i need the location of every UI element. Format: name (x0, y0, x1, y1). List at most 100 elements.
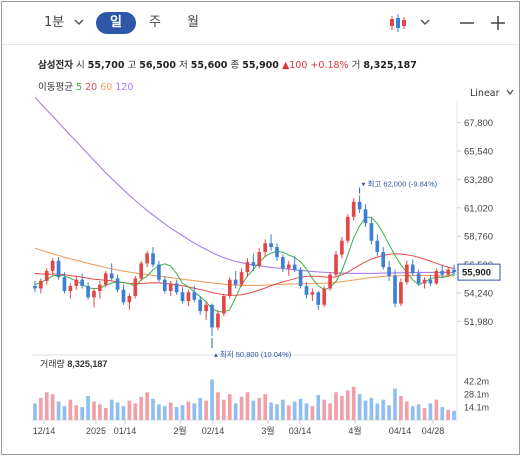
change-percent: +0.18% (310, 60, 349, 71)
tab-week[interactable]: 주 (149, 15, 161, 30)
moving-average-label: 이동평균 (38, 82, 73, 93)
candle-body (62, 277, 67, 291)
plus-icon[interactable] (485, 10, 511, 36)
x-tick-label: 01/14 (114, 426, 137, 436)
candle-body (416, 273, 421, 284)
volume-bar (269, 402, 273, 420)
candle-body (422, 279, 427, 284)
volume-bar (198, 397, 203, 420)
moving-average-legend[interactable]: 이동평균 5 20 60 120 (38, 79, 133, 93)
candle-body (133, 278, 138, 296)
volume-bar (251, 400, 256, 420)
volume-value: 8,325,187 (363, 60, 417, 71)
volume-bar (316, 395, 321, 420)
x-tick-label: 04/14 (389, 426, 412, 436)
x-tick-label: 2월 (173, 425, 186, 436)
ma120-line (34, 97, 454, 274)
high-label: 고 (127, 60, 137, 71)
volume-bar (74, 405, 79, 420)
volume-bar (192, 403, 197, 420)
candle-body (369, 223, 374, 241)
volume-bar (404, 401, 409, 420)
y-tick-label: 58,760 (464, 232, 493, 243)
volume-bar (381, 399, 386, 420)
volume-bar (98, 404, 102, 420)
candle-body (210, 304, 214, 328)
minus-icon[interactable] (454, 10, 480, 36)
candle-body (227, 279, 232, 296)
candle-body (281, 257, 285, 269)
volume-bar (328, 403, 332, 420)
volume-bar (375, 403, 380, 420)
candle-body (103, 273, 108, 285)
volume-bar (434, 399, 439, 420)
candle-body (381, 252, 386, 268)
chevron-down-icon[interactable] (418, 15, 432, 29)
volume-bar (340, 396, 344, 420)
volume-bar (452, 410, 456, 420)
volume-bar (139, 396, 144, 420)
volume-bar (387, 405, 391, 420)
volume-bar (227, 394, 232, 420)
tab-month[interactable]: 월 (187, 15, 199, 30)
candle-body (446, 269, 450, 275)
high-annotation: ▾ 최고 62,000 (-9.84%) (362, 178, 438, 188)
candle-body (310, 292, 315, 295)
candle-body (298, 269, 303, 286)
candlestick-chart-icon[interactable] (386, 10, 412, 36)
scale-selector[interactable]: Linear (470, 86, 514, 99)
candle-body (275, 247, 279, 258)
volume-bar (133, 403, 138, 420)
ma5-legend: 5 (76, 82, 83, 93)
y-tick-label: 65,540 (464, 147, 493, 158)
ma20-line (34, 253, 455, 296)
candle-body (357, 201, 362, 210)
ma60-legend: 60 (100, 82, 113, 93)
chevron-down-icon (506, 89, 514, 96)
volume-bar (157, 404, 161, 420)
candle-body (180, 292, 185, 302)
ma120-legend: 120 (115, 82, 134, 93)
volume-bar (281, 399, 285, 420)
ma60-line (34, 247, 455, 286)
volume-bar (393, 388, 397, 420)
volume-bar (151, 398, 155, 420)
scale-label: Linear (470, 88, 500, 99)
current-price-box (457, 263, 501, 281)
candle-body (316, 292, 321, 305)
open-value: 55,700 (87, 60, 125, 71)
candle-body (286, 264, 291, 269)
candle-body (86, 285, 90, 298)
candle-body (80, 279, 85, 286)
volume-bar (304, 403, 309, 420)
x-tick-label: 4월 (348, 425, 361, 436)
candle-body (304, 285, 309, 295)
close-label: 종 (230, 60, 240, 71)
candle-body (216, 313, 220, 328)
candle-body (363, 209, 368, 224)
candle-body (340, 240, 344, 255)
volume-label: 거 (351, 60, 361, 71)
candle-body (222, 296, 226, 314)
chevron-down-icon[interactable] (72, 15, 86, 29)
candle-body (292, 264, 297, 270)
y-tick-label: 67,800 (464, 118, 493, 129)
candle-body (434, 270, 439, 284)
stock-name: 삼성전자 (38, 60, 73, 71)
candle-body (98, 284, 102, 291)
volume-bar (62, 406, 67, 420)
candle-body (322, 288, 327, 305)
candle-body (192, 292, 197, 300)
candle-body (410, 264, 415, 274)
tab-day[interactable]: 일 (96, 12, 136, 34)
volume-bar (180, 405, 185, 420)
open-label: 시 (76, 60, 85, 71)
volume-bar (33, 403, 37, 420)
volume-bar (68, 399, 73, 420)
volume-bar (263, 394, 267, 420)
candle-body (328, 274, 332, 289)
tab-interval[interactable]: 1분 (44, 15, 65, 30)
volume-bar (162, 406, 167, 420)
candle-body (174, 283, 179, 293)
